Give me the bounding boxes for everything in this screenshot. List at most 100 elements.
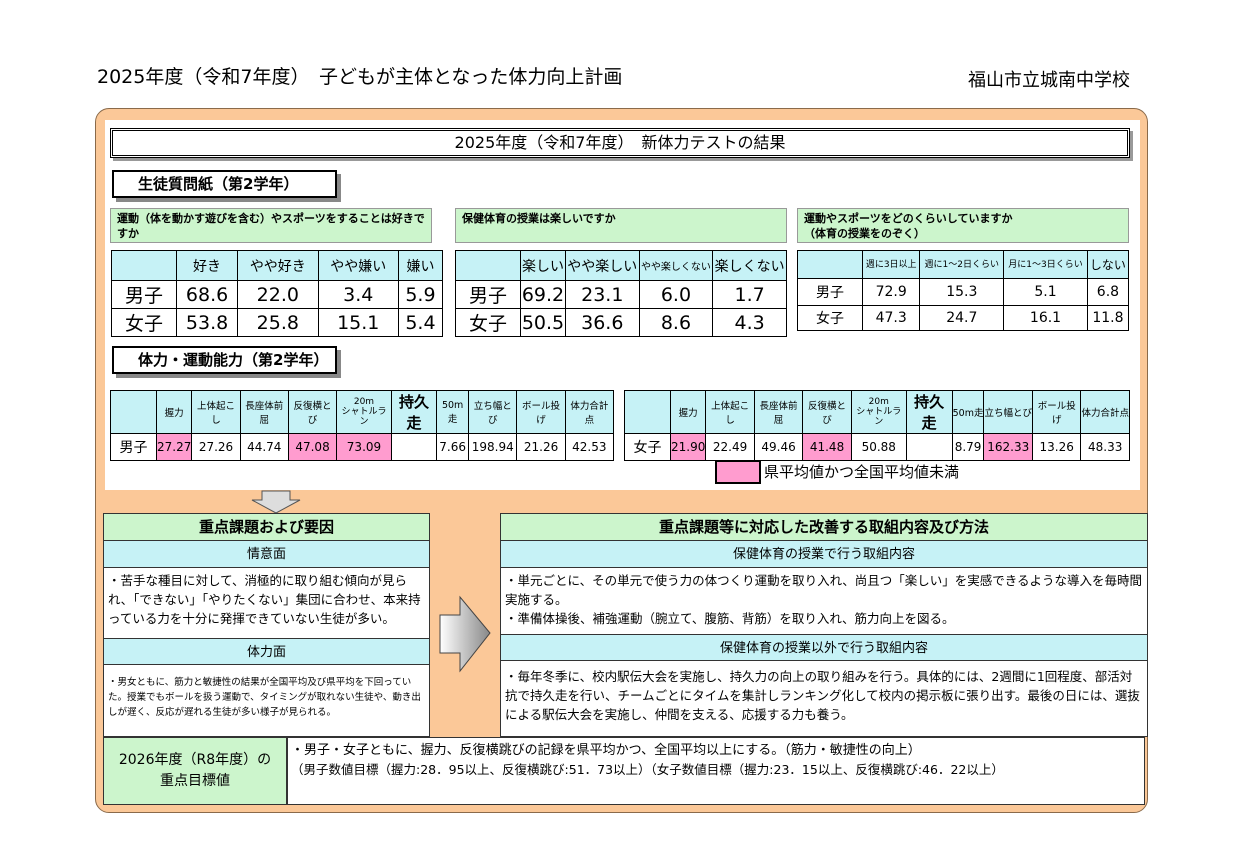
cell: 198.94 <box>468 433 518 461</box>
cell: 5.9 <box>397 280 444 309</box>
cell: 69.2 <box>520 280 566 309</box>
q1-title: 運動（体を動かす遊びを含む）やスポーツをすることは好きですか <box>110 208 432 243</box>
q2-table: 楽しい やや楽しい やや楽しくない 楽しくない 男子 69.2 23.1 6.0 1.… <box>455 250 787 337</box>
cell: 23.1 <box>564 280 640 309</box>
cell: 8.79 <box>951 433 985 461</box>
col-header-text: 立ち幅とび <box>473 401 512 426</box>
col-header: 反復横とび <box>802 390 852 434</box>
cell: 41.48 <box>802 433 852 461</box>
col-header-text: 反復横とび <box>808 401 847 426</box>
col-header: 50m走 <box>951 390 985 434</box>
row-label: 男子 <box>455 280 521 309</box>
physical-text: ・男女ともに、筋力と敏捷性の結果が全国平均及び県平均を下回っていた。授業でもボー… <box>108 677 421 718</box>
col-header-text: 反復横とび <box>293 401 332 426</box>
q3-title-main: 運動やスポーツをどのくらいしていますか <box>804 212 1013 225</box>
cell: 7.66 <box>436 433 470 461</box>
q1-table: 好き やや好き やや嫌い 嫌い 男子 68.6 22.0 3.4 5.9 女子 53.… <box>111 250 444 337</box>
col-header: やや楽しい <box>564 250 640 281</box>
col-header: 上体起こし <box>705 390 755 434</box>
goals-line: ・男子・女子ともに、握力、反復横跳びの記録を県平均かつ、全国平均以上にする。（筋… <box>291 743 921 758</box>
col-header: 立ち幅とび <box>983 390 1033 434</box>
row-label: 男子 <box>111 280 177 309</box>
row-label: 女子 <box>797 305 863 331</box>
col-header: 上体起こし <box>191 390 241 434</box>
col-header-text: 体力合計点 <box>1081 408 1129 419</box>
goals-label-line: 重点目標値 <box>160 773 230 789</box>
class-action-item: ・単元ごとに、その単元で使う力の体つくり運動を取り入れ、尚且つ「楽しい」を実感で… <box>505 573 1143 607</box>
goals-text: ・男子・女子ともに、握力、反復横跳びの記録を県平均かつ、全国平均以上にする。（筋… <box>287 737 1145 805</box>
cell: 72.9 <box>861 278 921 306</box>
cell: 47.3 <box>861 305 921 331</box>
right-arrow-icon <box>439 595 491 673</box>
cell: 22.49 <box>705 433 755 461</box>
mental-text: ・苦手な種目に対して、消極的に取り組む傾向が見られ、「できない」「やりたくない」… <box>108 573 421 626</box>
boys-fitness-table: 握力 上体起こし 長座体前屈 反復横とび 20m シャトルラン 持久走 50m走 立ち幅とび ボー… <box>110 390 615 461</box>
q3-subtitle: （体育の授業をのぞく） <box>804 227 925 240</box>
col-header-text: 50m走 <box>952 408 984 419</box>
class-actions-title: 保健体育の授業で行う取組内容 <box>501 541 1147 568</box>
row-label: 男子 <box>110 433 157 461</box>
cell: 73.09 <box>336 433 392 461</box>
physical-title: 体力面 <box>104 638 429 665</box>
table-row: 女子 53.8 25.8 15.1 5.4 <box>111 308 444 337</box>
cell: 24.7 <box>919 305 1005 331</box>
issues-title: 重点課題および要因 <box>104 514 429 541</box>
col-header-text: 20m <box>353 397 375 407</box>
col-header-text: 持久走 <box>399 393 430 432</box>
cell: 47.08 <box>287 433 338 461</box>
col-header: 立ち幅とび <box>468 390 518 434</box>
table-row: 女子 47.3 24.7 16.1 11.8 <box>797 305 1130 331</box>
cell: 22.0 <box>237 280 319 309</box>
table-row: 男子 72.9 15.3 5.1 6.8 <box>797 278 1130 306</box>
table-row: 男子 69.2 23.1 6.0 1.7 <box>455 280 787 309</box>
col-header-text: 長座体前屈 <box>759 401 798 426</box>
col-header: 握力 <box>155 390 193 434</box>
goals-label: 2026年度（R8年度）の 重点目標値 <box>103 737 287 805</box>
cell: 4.3 <box>712 308 787 337</box>
col-header: 握力 <box>669 390 707 434</box>
table-row: 男子 27.27 27.26 44.74 47.08 73.09 7.66 198.94 21.… <box>110 433 615 461</box>
other-actions-text: ・毎年冬季に、校内駅伝大会を実施し、持久力の向上の取り組みを行う。具体的には、2… <box>505 669 1140 722</box>
col-header: 楽しい <box>520 250 566 281</box>
actions-box: 重点課題等に対応した改善する取組内容及び方法 保健体育の授業で行う取組内容 ・単… <box>500 513 1148 737</box>
cell: 42.53 <box>564 433 615 461</box>
mental-title: 情意面 <box>104 541 429 568</box>
results-title: 2025年度（令和7年度） 新体力テストの結果 <box>110 128 1130 158</box>
col-header-text: 握力 <box>164 408 184 419</box>
page-title: 2025年度（令和7年度） 子どもが主体となった体力向上計画 <box>97 66 623 88</box>
col-header: やや好き <box>237 250 319 281</box>
q3-title: 運動やスポーツをどのくらいしていますか （体育の授業をのぞく） <box>797 208 1129 243</box>
row-label: 女子 <box>111 308 177 337</box>
col-header-text: 長座体前屈 <box>245 401 284 426</box>
col-header-text: シャトルラン <box>341 407 387 427</box>
class-action-item: ・準備体操後、補強運動（腕立て、腹筋、背筋）を取り入れ、筋力向上を図る。 <box>505 611 955 626</box>
cell: 13.26 <box>1031 433 1082 461</box>
row-label: 女子 <box>455 308 521 337</box>
row-label: 女子 <box>624 433 671 461</box>
cell: 21.26 <box>516 433 566 461</box>
col-header: 体力合計点 <box>564 390 615 434</box>
school-name: 福山市立城南中学校 <box>968 70 1130 91</box>
cell: 6.0 <box>638 280 714 309</box>
cell: 25.8 <box>237 308 319 337</box>
cell: 5.1 <box>1003 278 1088 306</box>
col-header-text: 立ち幅とび <box>984 408 1032 419</box>
issues-box: 重点課題および要因 情意面 ・苦手な種目に対して、消極的に取り組む傾向が見られ、… <box>103 513 430 737</box>
questionnaire-section-title: 生徒質問紙（第2学年） <box>112 170 337 198</box>
other-actions-title: 保健体育の授業以外で行う取組内容 <box>501 634 1147 661</box>
col-header: 好き <box>175 250 239 281</box>
col-header: しない <box>1086 250 1130 279</box>
cell: 3.4 <box>317 280 399 309</box>
cell: 27.27 <box>155 433 193 461</box>
table-row: 男子 68.6 22.0 3.4 5.9 <box>111 280 444 309</box>
cell <box>390 433 438 461</box>
col-header: 持久走 <box>905 390 953 434</box>
cell: 16.1 <box>1003 305 1088 331</box>
col-header: 嫌い <box>397 250 444 281</box>
cell: 5.4 <box>397 308 444 337</box>
girls-fitness-table: 握力 上体起こし 長座体前屈 反復横とび 20m シャトルラン 持久走 50m走 立ち幅とび ボー… <box>624 390 1130 461</box>
q3-table: 週に3日以上 週に1～2日くらい 月に1～3日くらい しない 男子 72.9 15… <box>797 250 1130 331</box>
table-row: 女子 50.5 36.6 8.6 4.3 <box>455 308 787 337</box>
cell: 44.74 <box>239 433 289 461</box>
down-arrow-icon <box>251 490 301 514</box>
